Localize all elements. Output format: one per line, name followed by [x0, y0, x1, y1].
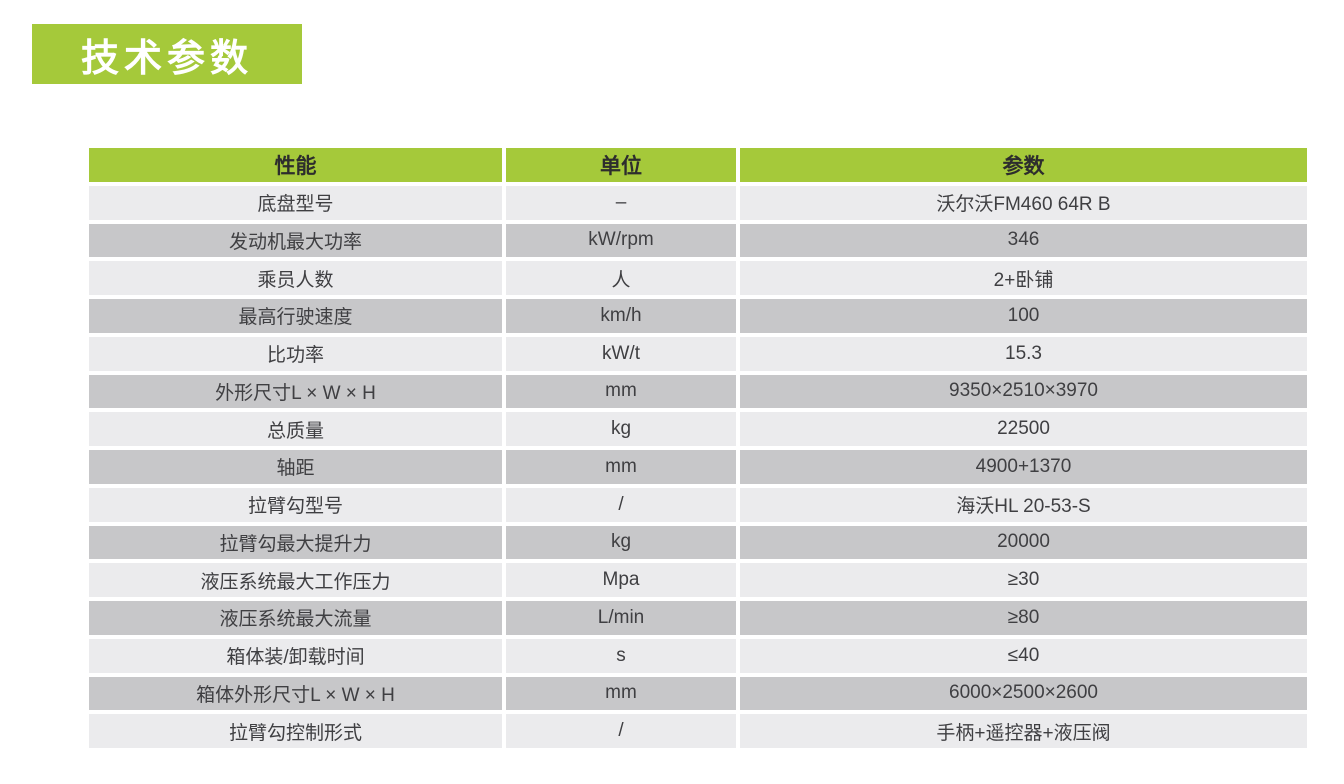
unit-cell: 人 [506, 261, 736, 295]
unit-cell: Mpa [506, 563, 736, 597]
param-name-cell: 拉臂勾型号 [89, 487, 502, 522]
value-cell: 海沃HL 20-53-S [740, 487, 1307, 522]
param-name-cell: 液压系统最大工作压力 [89, 563, 502, 597]
unit-cell: mm [506, 374, 736, 409]
value-cell: 2+卧铺 [740, 261, 1307, 295]
param-name-cell: 箱体外形尺寸L × W × H [89, 676, 502, 711]
value-cell: ≥80 [740, 601, 1307, 635]
unit-cell: km/h [506, 299, 736, 333]
param-name-cell: 最高行驶速度 [89, 299, 502, 333]
param-name-cell: 比功率 [89, 336, 502, 371]
unit-cell: kW/rpm [506, 223, 736, 258]
unit-cell: / [506, 487, 736, 522]
unit-cell: kg [506, 525, 736, 560]
param-name-cell: 乘员人数 [89, 261, 502, 295]
value-cell: 9350×2510×3970 [740, 374, 1307, 409]
param-name-cell: 底盘型号 [89, 185, 502, 220]
unit-cell: kg [506, 412, 736, 446]
param-name-cell: 外形尺寸L × W × H [89, 374, 502, 409]
value-cell: ≥30 [740, 563, 1307, 597]
param-name-cell: 拉臂勾最大提升力 [89, 525, 502, 560]
unit-cell: – [506, 185, 736, 220]
unit-cell: s [506, 638, 736, 673]
section-title-text: 技术参数 [80, 37, 253, 80]
value-cell: ≤40 [740, 638, 1307, 673]
table-header-cell-0: 性能 [89, 148, 502, 182]
table-header-cell-2: 参数 [740, 148, 1307, 182]
unit-cell: / [506, 714, 736, 748]
param-name-cell: 拉臂勾控制形式 [89, 714, 502, 748]
value-cell: 沃尔沃FM460 64R B [740, 185, 1307, 220]
param-name-cell: 总质量 [89, 412, 502, 446]
technical-parameters-table: 性能 单位 参数底盘型号 – 沃尔沃FM460 64R B 发动机最大功率 kW/rpm 34… [89, 148, 1307, 748]
value-cell: 20000 [740, 525, 1307, 560]
param-name-cell: 发动机最大功率 [89, 223, 502, 258]
unit-cell: mm [506, 676, 736, 711]
value-cell: 手柄+遥控器+液压阀 [740, 714, 1307, 748]
section-title-badge: 技术参数 [32, 24, 302, 84]
param-name-cell: 轴距 [89, 450, 502, 484]
value-cell: 346 [740, 223, 1307, 258]
param-name-cell: 箱体装/卸载时间 [89, 638, 502, 673]
value-cell: 15.3 [740, 336, 1307, 371]
value-cell: 100 [740, 299, 1307, 333]
value-cell: 6000×2500×2600 [740, 676, 1307, 711]
param-name-cell: 液压系统最大流量 [89, 601, 502, 635]
table-header-cell-1: 单位 [506, 148, 736, 182]
value-cell: 22500 [740, 412, 1307, 446]
unit-cell: mm [506, 450, 736, 484]
unit-cell: L/min [506, 601, 736, 635]
value-cell: 4900+1370 [740, 450, 1307, 484]
unit-cell: kW/t [506, 336, 736, 371]
